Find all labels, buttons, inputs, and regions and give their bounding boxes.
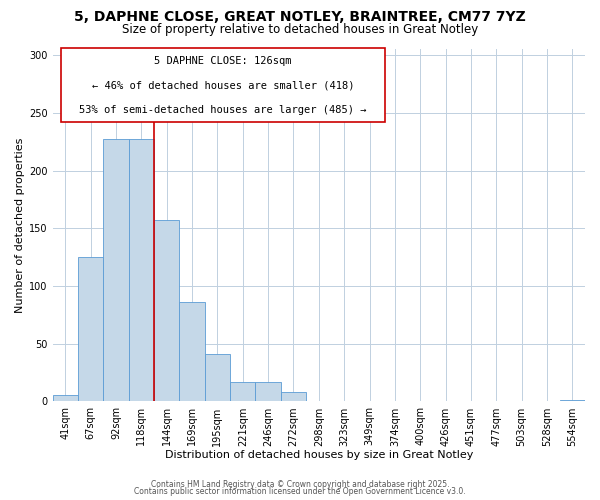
Bar <box>230 382 256 402</box>
Text: 5, DAPHNE CLOSE, GREAT NOTLEY, BRAINTREE, CM77 7YZ: 5, DAPHNE CLOSE, GREAT NOTLEY, BRAINTREE… <box>74 10 526 24</box>
Text: 53% of semi-detached houses are larger (485) →: 53% of semi-detached houses are larger (… <box>79 105 367 115</box>
Bar <box>103 140 129 402</box>
Bar <box>129 140 154 402</box>
Text: Contains public sector information licensed under the Open Government Licence v3: Contains public sector information licen… <box>134 487 466 496</box>
Text: ← 46% of detached houses are smaller (418): ← 46% of detached houses are smaller (41… <box>92 80 354 90</box>
Text: Contains HM Land Registry data © Crown copyright and database right 2025.: Contains HM Land Registry data © Crown c… <box>151 480 449 489</box>
Bar <box>179 302 205 402</box>
Text: Size of property relative to detached houses in Great Notley: Size of property relative to detached ho… <box>122 22 478 36</box>
Bar <box>281 392 306 402</box>
Text: 5 DAPHNE CLOSE: 126sqm: 5 DAPHNE CLOSE: 126sqm <box>154 56 292 66</box>
Bar <box>205 354 230 402</box>
Bar <box>256 382 281 402</box>
Bar <box>560 400 585 402</box>
Bar <box>154 220 179 402</box>
Bar <box>78 257 103 402</box>
Bar <box>53 394 78 402</box>
Y-axis label: Number of detached properties: Number of detached properties <box>15 138 25 313</box>
FancyBboxPatch shape <box>61 48 385 122</box>
X-axis label: Distribution of detached houses by size in Great Notley: Distribution of detached houses by size … <box>164 450 473 460</box>
